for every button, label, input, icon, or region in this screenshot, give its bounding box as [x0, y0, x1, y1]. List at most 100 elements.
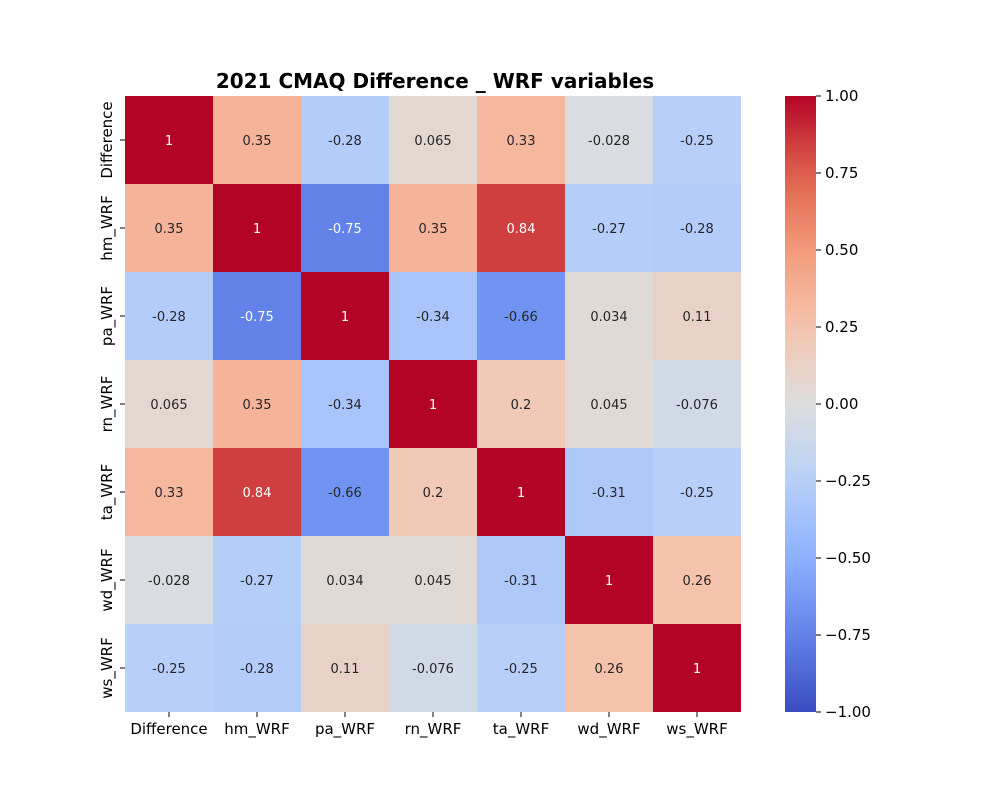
heatmap-cell — [477, 184, 565, 272]
y-tick-label: pa_WRF — [98, 286, 117, 346]
cell-value-label: 0.26 — [683, 574, 712, 589]
heatmap-cell — [565, 360, 653, 448]
cell-value-label: -0.34 — [328, 398, 362, 413]
cell-value-label: 0.034 — [326, 574, 363, 589]
x-tick-label: rn_WRF — [405, 720, 462, 739]
heatmap-cell — [477, 272, 565, 360]
heatmap-cell — [389, 624, 477, 712]
cell-value-label: -0.28 — [152, 310, 186, 325]
cell-value-label: -0.31 — [504, 574, 538, 589]
heatmap-cell — [213, 624, 301, 712]
cell-value-label: -0.28 — [680, 222, 714, 237]
cell-value-label: 1 — [253, 222, 261, 237]
cell-value-label: 0.065 — [414, 134, 451, 149]
heatmap-cell — [301, 272, 389, 360]
heatmap-cell — [389, 536, 477, 624]
y-axis-ticks: Difference hm_WRF pa_WRF rn_WRF ta_WRF wd_WRF… — [98, 101, 125, 699]
cell-value-label: 0.33 — [155, 486, 184, 501]
cell-value-label: -0.25 — [680, 486, 714, 501]
cell-value-label: 1 — [517, 486, 525, 501]
y-tick-label: Difference — [98, 101, 116, 178]
heatmap-cell — [653, 624, 741, 712]
cell-value-label: 0.045 — [590, 398, 627, 413]
heatmap-cell — [565, 448, 653, 536]
heatmap-cell — [565, 96, 653, 184]
cell-value-label: 0.33 — [507, 134, 536, 149]
colorbar-tick-label: −0.75 — [825, 626, 871, 644]
cell-value-label: 1 — [693, 662, 701, 677]
heatmap-cell — [301, 184, 389, 272]
cell-value-label: -0.75 — [240, 310, 274, 325]
heatmap-cell — [125, 184, 213, 272]
colorbar-tick-label: 0.25 — [825, 318, 858, 336]
x-tick-label: ta_WRF — [493, 720, 549, 739]
heatmap-cell — [125, 624, 213, 712]
cell-value-label: 1 — [429, 398, 437, 413]
chart-title: 2021 CMAQ Difference _ WRF variables — [216, 69, 654, 93]
x-tick-label: wd_WRF — [577, 720, 640, 739]
cell-value-label: 0.35 — [419, 222, 448, 237]
heatmap-cell — [389, 360, 477, 448]
x-tick-label: Difference — [130, 720, 207, 738]
cell-value-label: -0.34 — [416, 310, 450, 325]
heatmap-cell — [125, 96, 213, 184]
heatmap-cell — [213, 184, 301, 272]
heatmap-cell — [477, 448, 565, 536]
cell-value-label: 1 — [165, 134, 173, 149]
cell-value-label: 0.065 — [150, 398, 187, 413]
heatmap-cell — [389, 272, 477, 360]
heatmap-cell — [213, 536, 301, 624]
heatmap-cell — [653, 360, 741, 448]
cell-value-label: -0.31 — [592, 486, 626, 501]
heatmap-cell — [213, 96, 301, 184]
heatmap-cell — [213, 448, 301, 536]
cell-value-label: -0.66 — [328, 486, 362, 501]
heatmap-cell — [389, 184, 477, 272]
heatmap-cell — [125, 536, 213, 624]
colorbar-tick-label: −0.50 — [825, 549, 871, 567]
cell-value-label: 0.034 — [590, 310, 627, 325]
colorbar-gradient — [785, 96, 816, 712]
heatmap-cell — [301, 448, 389, 536]
heatmap-cell — [565, 536, 653, 624]
x-tick-label: pa_WRF — [315, 720, 375, 739]
cell-value-label: 1 — [605, 574, 613, 589]
cell-value-label: -0.028 — [588, 134, 630, 149]
colorbar-tick-label: 0.75 — [825, 164, 858, 182]
x-tick-label: ws_WRF — [666, 720, 727, 739]
cell-value-label: -0.27 — [592, 222, 626, 237]
cell-value-label: 0.84 — [507, 222, 536, 237]
heatmap-cell — [653, 448, 741, 536]
y-tick-label: wd_WRF — [98, 548, 117, 611]
cell-value-label: 0.11 — [683, 310, 712, 325]
colorbar-tick-label: 0.00 — [825, 395, 858, 413]
cell-value-label: -0.28 — [240, 662, 274, 677]
heatmap-cell — [653, 184, 741, 272]
heatmap-cell — [565, 272, 653, 360]
cell-value-label: -0.25 — [680, 134, 714, 149]
heatmap-cell — [653, 96, 741, 184]
heatmap-cell — [301, 536, 389, 624]
y-tick-label: rn_WRF — [98, 376, 117, 433]
heatmap-cell — [125, 448, 213, 536]
heatmap-cell — [213, 360, 301, 448]
cell-value-label: 0.35 — [243, 134, 272, 149]
heatmap-cell — [477, 360, 565, 448]
cell-value-label: 0.045 — [414, 574, 451, 589]
cell-value-label: 0.11 — [331, 662, 360, 677]
heatmap-cell — [477, 536, 565, 624]
cell-value-label: -0.25 — [152, 662, 186, 677]
heatmap-cell — [125, 272, 213, 360]
heatmap-cell — [477, 624, 565, 712]
heatmap-cell — [125, 360, 213, 448]
y-tick-label: hm_WRF — [98, 195, 117, 261]
cell-value-label: -0.28 — [328, 134, 362, 149]
cell-value-label: 0.2 — [511, 398, 532, 413]
cell-value-label: 0.84 — [243, 486, 272, 501]
cell-value-label: -0.75 — [328, 222, 362, 237]
heatmap-cell — [301, 624, 389, 712]
colorbar-tick-label: −0.25 — [825, 472, 871, 490]
y-tick-label: ta_WRF — [98, 464, 117, 520]
colorbar: 1.00 0.75 0.50 0.25 0.00 −0.25 −0.50 −0.75 −1.00 — [785, 87, 871, 721]
y-tick-label: ws_WRF — [98, 637, 117, 698]
